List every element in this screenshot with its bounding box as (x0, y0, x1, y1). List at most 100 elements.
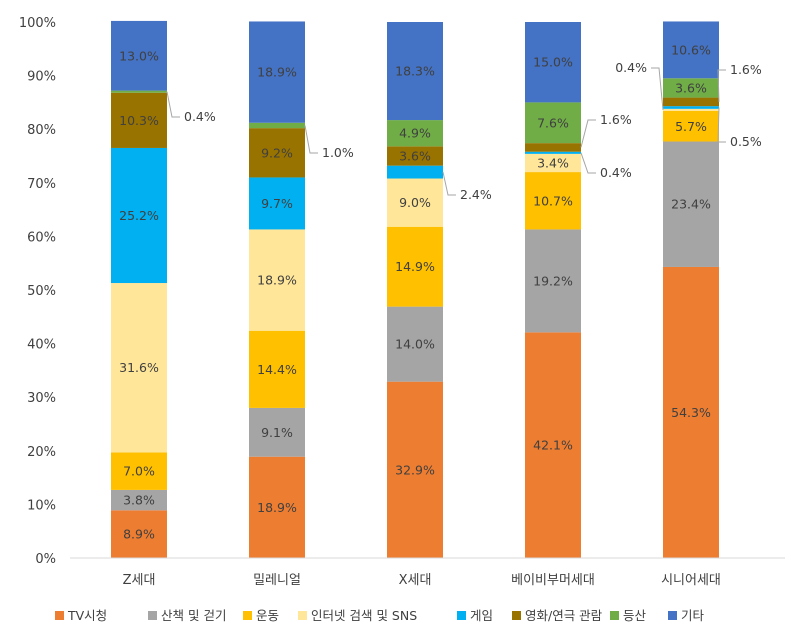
data-label: 18.3% (395, 64, 435, 79)
data-label: 5.7% (675, 119, 707, 134)
legend-item: TV시청 (55, 608, 107, 623)
data-label-callout: 0.5% (730, 134, 762, 149)
data-label: 9.2% (261, 145, 293, 160)
legend-label: 게임 (470, 608, 493, 623)
callout-leader-line (580, 152, 596, 174)
bar-segment (663, 110, 719, 142)
data-label: 18.9% (257, 65, 297, 80)
bar-segment (387, 165, 443, 179)
data-label: 7.6% (537, 115, 569, 130)
legend-label: 인터넷 검색 및 SNS (311, 608, 417, 623)
bar-segment (663, 266, 719, 558)
bar-segment (249, 21, 305, 123)
legend-label: 영화/연극 관람 (525, 608, 603, 623)
legend-label: 등산 (623, 608, 647, 623)
legend-label: 운동 (256, 608, 279, 623)
bar-segment (525, 102, 581, 144)
bar-segment (387, 120, 443, 147)
bar-segment (525, 143, 581, 152)
bars: 8.9% 3.8% 7.0% 31.6% 25.2% 10.3% 13.0% 18.9% 9.1… (111, 20, 762, 558)
bar-segment (111, 90, 167, 93)
callout-leader-line (166, 91, 180, 118)
bar-segment (663, 21, 719, 79)
y-axis: 0% 10% 20% 30% 40% 50% 60% 70% 80% 90% 100% (19, 16, 56, 567)
legend-swatch (243, 611, 252, 620)
y-tick-label: 70% (27, 177, 56, 192)
data-label: 3.8% (123, 493, 155, 508)
bar-segment (111, 283, 167, 453)
data-label: 8.9% (123, 527, 155, 542)
y-tick-label: 30% (27, 391, 56, 406)
data-label: 31.6% (119, 360, 159, 375)
callout-leader-line (717, 107, 726, 143)
data-label-callout: 0.4% (615, 60, 647, 75)
legend-item: 기타 (668, 608, 705, 623)
callout-leader-line (651, 67, 664, 110)
bar-segment (663, 78, 719, 98)
y-tick-label: 90% (27, 70, 56, 85)
data-label: 18.9% (257, 500, 297, 515)
data-label: 25.2% (119, 208, 159, 223)
legend-item: 산책 및 걷기 (148, 608, 226, 623)
data-label-callout: 1.6% (730, 62, 762, 77)
data-label: 3.6% (675, 80, 707, 95)
y-tick-label: 50% (27, 284, 56, 299)
legend-label: TV시청 (67, 608, 107, 623)
data-label: 14.9% (395, 259, 435, 274)
callout-leader-line (304, 125, 318, 154)
data-label-callout: 1.6% (600, 112, 632, 127)
bar-segment (111, 489, 167, 511)
bar-segment (111, 92, 167, 148)
legend: TV시청 산책 및 걷기 운동 인터넷 검색 및 SNS 게임 영화/연극 관람 등산 기타 (55, 608, 705, 623)
data-label: 10.3% (119, 113, 159, 128)
data-label-callout: 0.4% (600, 165, 632, 180)
data-label-callout: 1.0% (322, 145, 354, 160)
data-label-callout: 0.4% (184, 109, 216, 124)
legend-item: 영화/연극 관람 (512, 608, 603, 623)
x-category-label: 베이비부머세대 (511, 573, 595, 588)
data-label: 10.6% (671, 42, 711, 57)
data-label: 14.4% (257, 362, 297, 377)
x-category-label: 밀레니얼 (253, 573, 301, 588)
legend-item: 등산 (610, 608, 647, 623)
bar-segment (525, 172, 581, 230)
data-label: 18.9% (257, 273, 297, 288)
legend-item: 게임 (457, 608, 493, 623)
bar-segment (663, 141, 719, 267)
bar-segment (249, 177, 305, 230)
legend-item: 운동 (243, 608, 279, 623)
legend-swatch (148, 611, 157, 620)
y-tick-label: 20% (27, 445, 56, 460)
bar-segment (525, 22, 581, 103)
legend-swatch (298, 611, 307, 620)
bar-segment (387, 381, 443, 558)
legend-swatch (457, 611, 466, 620)
x-category-label: X세대 (399, 573, 432, 588)
bar-segment (663, 106, 719, 109)
data-label: 19.2% (533, 273, 573, 288)
bar-segment (249, 407, 305, 457)
legend-swatch (512, 611, 521, 620)
callout-leader-line (580, 119, 596, 148)
y-tick-label: 60% (27, 230, 56, 245)
bar-segment (663, 97, 719, 107)
data-label: 42.1% (533, 438, 573, 453)
bar-segment (387, 178, 443, 227)
data-label: 10.7% (533, 193, 573, 208)
bar-segment (387, 146, 443, 166)
x-category-label: 시니어세대 (661, 573, 721, 588)
data-label: 13.0% (119, 48, 159, 63)
data-label: 3.4% (537, 155, 569, 170)
legend-item: 인터넷 검색 및 SNS (298, 608, 417, 623)
data-label: 3.6% (399, 149, 431, 164)
y-tick-label: 40% (27, 338, 56, 353)
data-label: 15.0% (533, 55, 573, 70)
y-tick-label: 10% (27, 498, 56, 513)
y-tick-label: 100% (19, 16, 56, 31)
legend-label: 기타 (681, 608, 705, 623)
legend-swatch (668, 611, 677, 620)
bar-segment (249, 330, 305, 408)
callout-leader-line (717, 69, 726, 102)
bar-segment (249, 456, 305, 558)
